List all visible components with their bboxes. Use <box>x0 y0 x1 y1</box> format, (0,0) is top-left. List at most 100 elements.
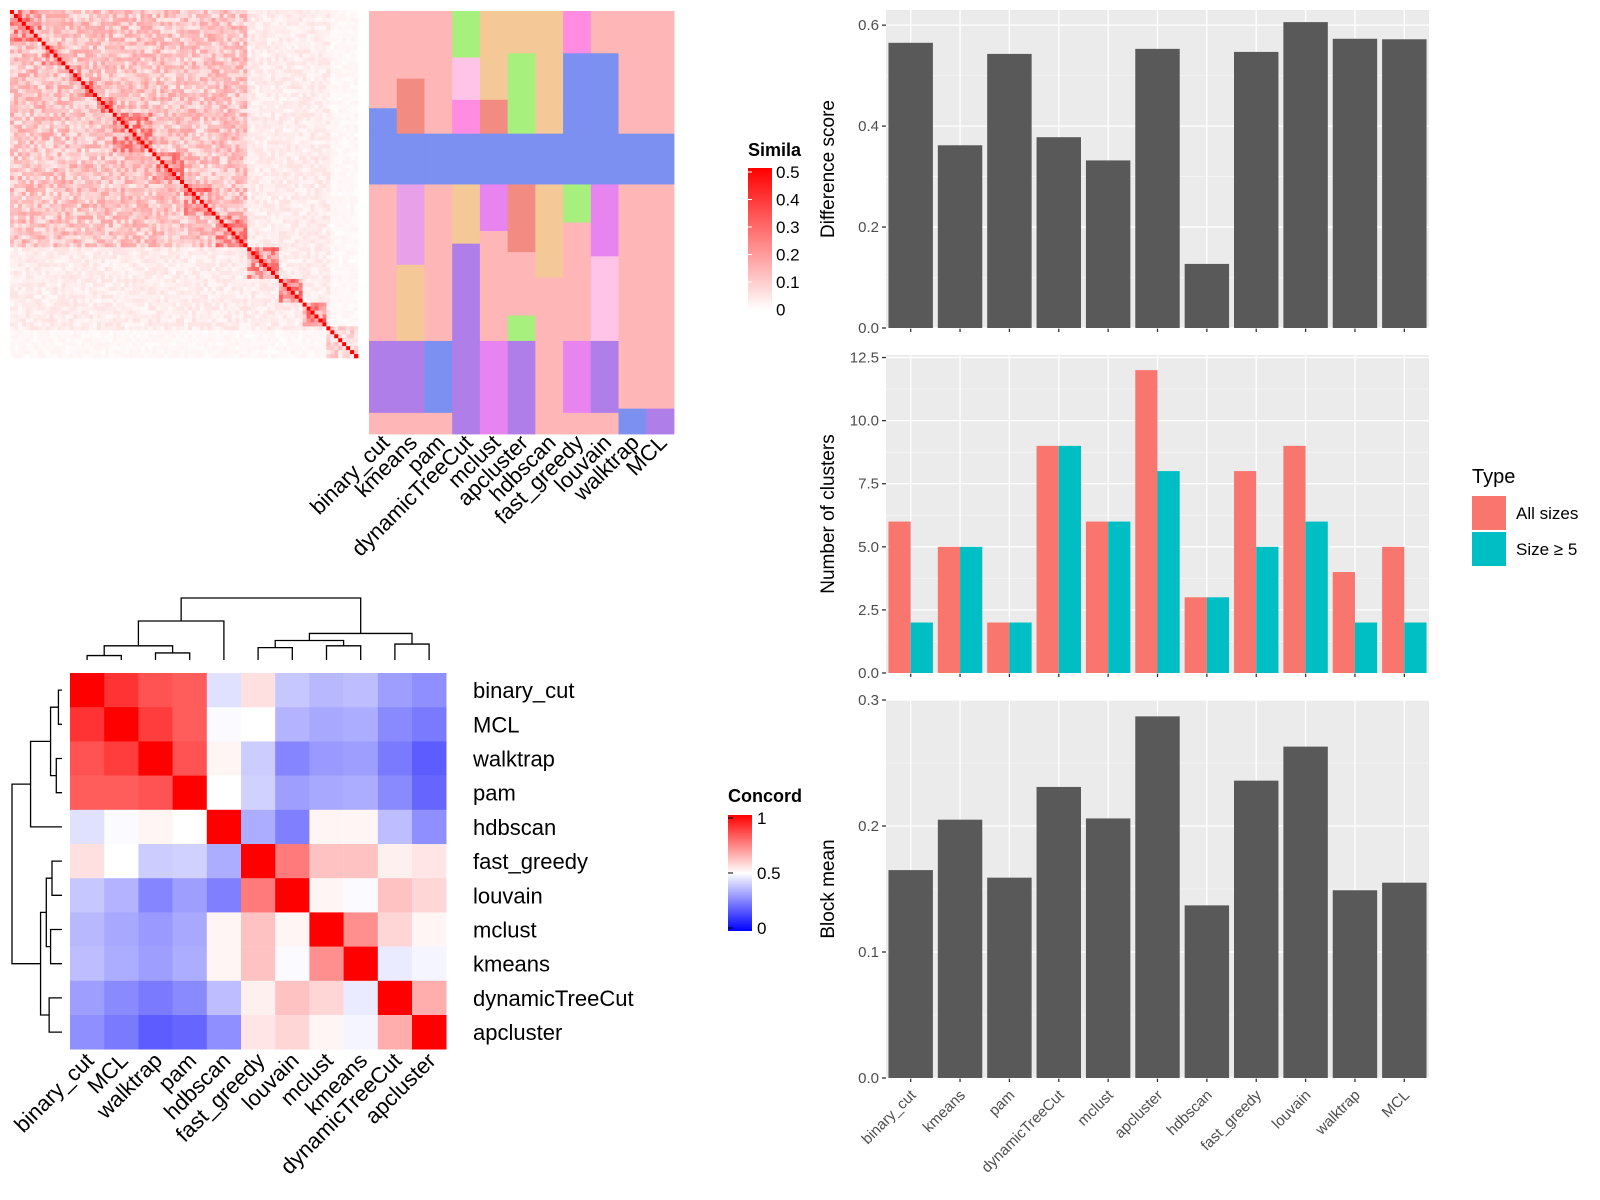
similarity-cell <box>318 29 323 35</box>
similarity-cell <box>49 215 54 220</box>
similarity-cell <box>164 85 169 90</box>
similarity-cell <box>81 191 86 197</box>
similarity-cell <box>326 61 331 66</box>
similarity-cell <box>207 215 212 220</box>
similarity-cell <box>203 65 209 70</box>
similarity-cell <box>247 21 252 27</box>
similarity-cell <box>81 132 86 137</box>
similarity-cell <box>290 13 296 19</box>
similarity-cell <box>140 53 145 58</box>
similarity-cell <box>199 164 205 169</box>
similarity-cell <box>274 136 280 141</box>
similarity-cell <box>81 199 86 205</box>
similarity-cell <box>211 116 216 122</box>
similarity-cell <box>207 112 212 118</box>
similarity-cell <box>57 116 62 122</box>
similarity-cell <box>136 37 141 42</box>
similarity-cell <box>207 207 212 212</box>
similarity-cell <box>330 223 335 228</box>
similarity-cell <box>191 172 197 177</box>
similarity-cell <box>342 156 347 161</box>
similarity-cell <box>255 97 260 102</box>
similarity-cell <box>45 124 50 129</box>
similarity-cell <box>112 191 118 197</box>
similarity-cell <box>286 203 292 209</box>
similarity-cell <box>164 172 169 177</box>
similarity-cell <box>330 29 335 35</box>
similarity-cell <box>271 144 276 149</box>
similarity-cell <box>128 108 133 114</box>
similarity-cell <box>41 207 46 212</box>
similarity-cell <box>354 49 359 54</box>
similarity-cell <box>235 207 240 212</box>
similarity-cell <box>152 112 157 118</box>
similarity-cell <box>282 172 288 177</box>
similarity-cell <box>160 184 165 189</box>
similarity-cell <box>251 168 256 173</box>
similarity-cell <box>89 203 94 209</box>
similarity-cell <box>271 180 276 185</box>
similarity-cell <box>199 29 205 35</box>
similarity-cell <box>330 37 335 42</box>
similarity-cell <box>108 168 114 173</box>
similarity-cell <box>108 104 114 110</box>
similarity-cell <box>215 85 220 90</box>
similarity-cell <box>37 61 42 66</box>
similarity-cell <box>57 61 62 66</box>
similarity-cell <box>128 10 133 15</box>
similarity-cell <box>120 69 125 74</box>
similarity-cell <box>207 148 212 153</box>
similarity-cell <box>81 104 86 110</box>
similarity-cell <box>207 61 212 66</box>
similarity-cell <box>350 73 355 78</box>
similarity-cell <box>247 211 252 216</box>
similarity-cell <box>263 21 268 27</box>
similarity-cell <box>255 33 260 38</box>
similarity-cell <box>164 120 169 125</box>
similarity-cell <box>112 37 118 42</box>
similarity-cell <box>172 77 177 82</box>
similarity-cell <box>322 128 327 133</box>
similarity-cell <box>271 195 276 201</box>
similarity-cell <box>195 136 201 141</box>
similarity-cell <box>13 73 19 78</box>
similarity-cell <box>354 21 359 27</box>
similarity-cell <box>306 164 311 169</box>
similarity-cell <box>199 97 205 102</box>
similarity-cell <box>164 223 169 228</box>
similarity-cell <box>164 132 169 137</box>
similarity-cell <box>37 41 42 46</box>
similarity-cell <box>57 41 62 46</box>
similarity-cell <box>231 152 236 157</box>
similarity-cell <box>334 13 339 19</box>
similarity-cell <box>100 65 106 70</box>
similarity-cell <box>227 128 232 133</box>
similarity-cell <box>330 104 335 110</box>
similarity-cell <box>124 77 129 82</box>
similarity-cell <box>49 231 54 236</box>
similarity-cell <box>37 184 42 189</box>
similarity-cell <box>271 104 276 110</box>
similarity-cell <box>350 164 355 169</box>
similarity-cell <box>132 93 137 98</box>
similarity-cell <box>318 136 323 141</box>
similarity-cell <box>120 17 125 23</box>
similarity-cell <box>168 45 173 50</box>
similarity-cell <box>13 69 19 74</box>
similarity-cell <box>108 160 114 165</box>
similarity-cell <box>41 77 46 82</box>
similarity-cell <box>49 41 54 46</box>
similarity-cell <box>61 140 66 145</box>
similarity-cell <box>132 219 137 224</box>
similarity-cell <box>274 29 280 35</box>
similarity-cell <box>29 223 35 228</box>
similarity-cell <box>215 57 220 62</box>
similarity-cell <box>172 29 177 35</box>
similarity-cell <box>160 203 165 209</box>
similarity-cell <box>25 97 31 102</box>
similarity-cell <box>168 176 173 181</box>
similarity-cell <box>53 33 58 38</box>
similarity-cell <box>239 61 244 66</box>
similarity-cell <box>176 17 181 23</box>
similarity-cell <box>77 81 82 86</box>
